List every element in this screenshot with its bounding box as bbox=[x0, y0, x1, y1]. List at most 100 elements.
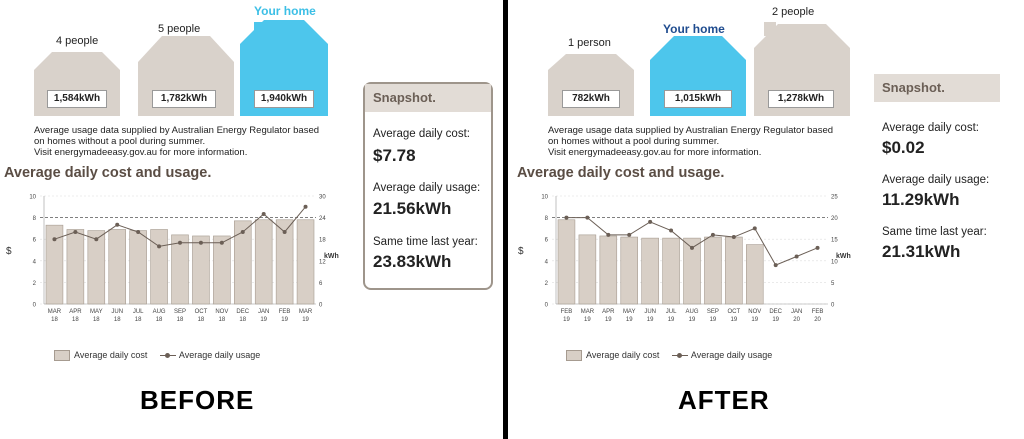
cost-bar bbox=[129, 230, 147, 305]
y-tick-right: 15 bbox=[831, 238, 838, 244]
x-tick-month: DEC bbox=[769, 309, 782, 315]
after-panel: 1 person 782kWh Your home 1,015kWh 2 peo… bbox=[508, 0, 1024, 439]
x-tick-month: DEC bbox=[236, 309, 249, 315]
x-tick-year: 19 bbox=[626, 317, 633, 323]
cost-bar bbox=[87, 230, 106, 305]
x-tick-year: 18 bbox=[198, 317, 205, 323]
x-tick-year: 19 bbox=[584, 317, 591, 323]
y-tick-left: 6 bbox=[545, 238, 549, 244]
cost-bar bbox=[704, 236, 722, 305]
avg-cost-label: Average daily cost: bbox=[373, 128, 470, 140]
last-year-label: Same time last year: bbox=[373, 236, 478, 248]
note-line: on homes without a pool during summer. bbox=[34, 136, 206, 147]
usage-point bbox=[669, 228, 674, 233]
y-tick-right: 0 bbox=[831, 303, 835, 309]
usage-point bbox=[815, 245, 820, 250]
house-kwh-your-home: 1,940kWh bbox=[254, 90, 314, 108]
x-tick-year: 18 bbox=[114, 317, 121, 323]
avg-usage-value: 21.56kWh bbox=[373, 199, 452, 218]
x-tick-month: AUG bbox=[153, 309, 166, 315]
x-tick-month: JUN bbox=[111, 309, 123, 315]
avg-usage-label: Average daily usage: bbox=[882, 174, 990, 186]
x-tick-year: 18 bbox=[93, 317, 100, 323]
x-tick-year: 18 bbox=[72, 317, 79, 323]
before-label: BEFORE bbox=[140, 385, 255, 415]
cost-usage-chart: 0 2 4 6 8 10 0 5 10 15 20 25 $ kWh FEB 19 MAR 19 APR 19 MAY 1… bbox=[518, 195, 851, 324]
x-tick-month: SEP bbox=[707, 309, 719, 315]
house-kwh: 1,782kWh bbox=[152, 90, 216, 108]
x-tick-month: MAR bbox=[299, 309, 313, 315]
y-label-left: $ bbox=[6, 246, 12, 257]
x-tick-month: NOV bbox=[215, 309, 228, 315]
x-tick-year: 19 bbox=[302, 317, 309, 323]
usage-point bbox=[219, 240, 224, 245]
x-tick-year: 18 bbox=[239, 317, 246, 323]
usage-point bbox=[157, 244, 162, 249]
y-tick-left: 10 bbox=[541, 195, 548, 201]
x-tick-month: FEB bbox=[279, 309, 291, 315]
cost-bar bbox=[662, 237, 680, 305]
cost-bar bbox=[620, 236, 638, 305]
y-tick-right: 10 bbox=[831, 259, 838, 265]
usage-point bbox=[752, 226, 757, 231]
section-title: Average daily cost and usage. bbox=[4, 165, 212, 181]
usage-point bbox=[606, 232, 611, 237]
x-tick-year: 19 bbox=[260, 317, 267, 323]
panel-divider bbox=[503, 0, 508, 439]
x-tick-year: 19 bbox=[731, 317, 738, 323]
usage-point bbox=[115, 222, 120, 227]
house-caption: 5 people bbox=[158, 23, 201, 35]
y-label-right: kWh bbox=[836, 253, 851, 260]
cost-swatch bbox=[54, 350, 70, 362]
cost-bar bbox=[641, 237, 659, 305]
note-line: Visit energymadeeasy.gov.au for more inf… bbox=[548, 147, 762, 158]
section-title: Average daily cost and usage. bbox=[517, 165, 725, 181]
x-tick-year: 19 bbox=[647, 317, 654, 323]
legend-cost: Average daily cost bbox=[586, 350, 660, 360]
cost-bar bbox=[599, 235, 618, 305]
cost-bar bbox=[213, 235, 231, 305]
legend-usage: Average daily usage bbox=[178, 350, 261, 360]
note-line: Visit energymadeeasy.gov.au for more inf… bbox=[34, 147, 248, 158]
usage-line-key bbox=[159, 353, 176, 359]
x-tick-month: JUN bbox=[644, 309, 656, 315]
usage-point bbox=[564, 215, 569, 220]
x-tick-year: 20 bbox=[814, 317, 821, 323]
avg-usage-value: 11.29kWh bbox=[882, 190, 960, 209]
chart-legend: Average daily cost Average daily usage bbox=[54, 350, 261, 362]
usage-point bbox=[282, 230, 287, 234]
cost-bar bbox=[557, 219, 576, 305]
y-tick-right: 25 bbox=[831, 195, 838, 201]
x-tick-year: 18 bbox=[156, 317, 163, 323]
cost-bar bbox=[66, 229, 85, 305]
y-label-left: $ bbox=[518, 246, 524, 257]
last-year-label: Same time last year: bbox=[882, 226, 987, 238]
x-tick-year: 19 bbox=[605, 317, 612, 323]
cost-bar bbox=[254, 219, 273, 305]
y-tick-left: 0 bbox=[545, 303, 549, 309]
avg-cost-value: $7.78 bbox=[373, 146, 416, 165]
cost-bar bbox=[171, 234, 189, 305]
house-kwh-your-home: 1,015kWh bbox=[664, 90, 732, 108]
usage-point bbox=[261, 212, 266, 216]
y-tick-left: 8 bbox=[545, 216, 549, 222]
x-tick-month: MAR bbox=[48, 309, 62, 315]
y-tick-left: 4 bbox=[33, 259, 37, 265]
x-tick-year: 19 bbox=[668, 317, 675, 323]
y-tick-right: 6 bbox=[319, 281, 323, 287]
usage-point bbox=[178, 240, 182, 245]
usage-point bbox=[585, 215, 590, 220]
snapshot-card: Snapshot. Average daily cost: $7.78 Aver… bbox=[363, 82, 493, 290]
x-tick-month: OCT bbox=[195, 309, 208, 315]
y-tick-right: 24 bbox=[319, 216, 326, 222]
x-tick-year: 19 bbox=[772, 317, 779, 323]
usage-point bbox=[710, 232, 715, 237]
usage-point bbox=[136, 230, 141, 234]
cost-bar bbox=[746, 244, 764, 305]
avg-cost-label: Average daily cost: bbox=[882, 122, 979, 134]
x-tick-month: SEP bbox=[174, 309, 186, 315]
y-tick-right: 0 bbox=[319, 303, 323, 309]
cost-bar bbox=[275, 219, 294, 305]
usage-note: Average usage data supplied by Australia… bbox=[34, 125, 354, 158]
